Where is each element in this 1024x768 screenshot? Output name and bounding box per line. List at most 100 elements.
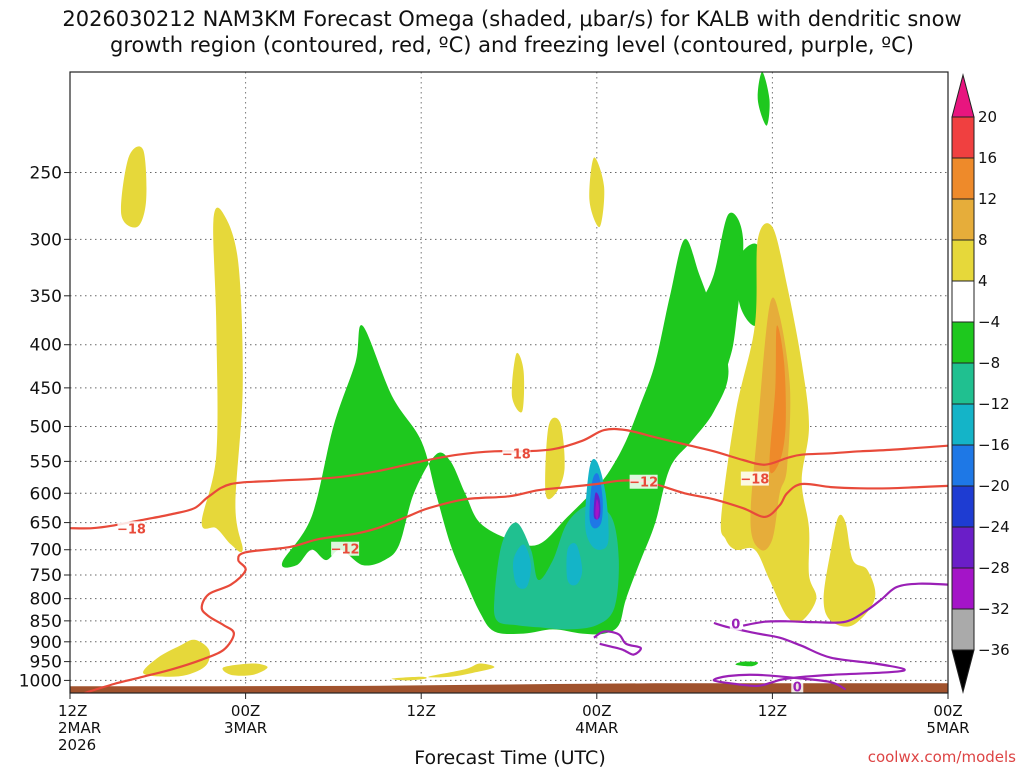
y-axis: 2503003504004505005506006507007508008509…	[19, 164, 70, 691]
omega-fill	[120, 72, 876, 681]
dgz-label-4: −12	[629, 476, 658, 491]
colorbar-label--20: −20	[978, 477, 1010, 495]
freezing-label-1-bg	[791, 679, 804, 694]
dgz-label-1-bg	[502, 446, 531, 461]
x-tick-label-60-1: 00Z	[933, 702, 962, 720]
colorbar-bin--4-to-4	[951, 280, 975, 323]
colorbar: 20 16 12 8 4 −4 −8 −12 −16 −20 −24 −28 −32 −36	[951, 73, 1010, 694]
x-axis-label: Forecast Time (UTC)	[414, 747, 605, 768]
dgz-label-3-bg	[331, 541, 360, 556]
colorbar-bin--8-to--4	[951, 321, 975, 364]
x-tick-label-48-1: 12Z	[758, 702, 787, 720]
colorbar-bin--20-to--16	[951, 444, 975, 487]
credit-text: coolwx.com/models	[868, 748, 1016, 766]
colorbar-bin--40-to--36	[951, 649, 975, 694]
x-tick-label-24-1: 12Z	[407, 702, 436, 720]
x-tick-label-60-2: 5MAR	[926, 719, 969, 737]
y-tick-label-750: 750	[30, 566, 62, 586]
x-tick-label-12-2: 3MAR	[224, 719, 267, 737]
dgz-label-0: −18	[117, 522, 146, 537]
freezing-level-contour-1	[712, 621, 906, 691]
colorbar-bin--36-to--32	[951, 608, 975, 651]
y-tick-label-650: 650	[30, 514, 62, 534]
ground-surface	[70, 683, 948, 693]
omega-region-ascent-core-7	[595, 499, 600, 520]
colorbar-label-16: 16	[978, 149, 997, 167]
y-tick-label-1000: 1000	[19, 671, 62, 691]
colorbar-label--28: −28	[978, 559, 1010, 577]
x-tick-label-0-2: 2MAR	[58, 719, 101, 737]
colorbar-label-4: 4	[978, 272, 988, 290]
omega-region-subsidence-1	[120, 146, 147, 228]
colorbar-label-12: 12	[978, 190, 997, 208]
dgz-label-2-bg	[740, 471, 769, 486]
chart-title-line2: growth region (contoured, red, ºC) and f…	[110, 33, 914, 57]
colorbar-bin--16-to--12	[951, 403, 975, 446]
y-tick-label-450: 450	[30, 379, 62, 399]
dgz-label-4-bg	[629, 474, 658, 489]
omega-region-ascent-small-top	[757, 72, 770, 126]
freezing-level-contour-0	[742, 582, 948, 627]
omega-region-ascent-upper-ribbon	[684, 212, 744, 398]
dgz-label-0-bg	[117, 521, 146, 536]
colorbar-bin-20-to-24	[951, 73, 975, 118]
dgz-label-1: −18	[502, 448, 531, 463]
y-tick-label-900: 900	[30, 633, 62, 653]
colorbar-label--16: −16	[978, 436, 1010, 454]
omega-region-subsidence-4	[222, 663, 268, 676]
y-tick-label-700: 700	[30, 541, 62, 561]
x-tick-label-36-1: 00Z	[582, 702, 611, 720]
omega-region-subsidence-2	[201, 207, 243, 553]
colorbar-bin--12-to--8	[951, 362, 975, 405]
contour-labels: −18 −18 −18 −12 −12 0 0	[117, 446, 804, 696]
colorbar-bin--32-to--28	[951, 567, 975, 610]
omega-region-subsidence-3	[143, 639, 210, 677]
chart-title-line1: 2026030212 NAM3KM Forecast Omega (shaded…	[62, 7, 961, 31]
omega-region-subsidence-7	[545, 417, 565, 500]
y-tick-label-500: 500	[30, 417, 62, 437]
colorbar-label--32: −32	[978, 600, 1010, 618]
omega-region-ascent-core-2	[513, 544, 532, 589]
x-tick-label-0-1: 12Z	[58, 702, 87, 720]
x-tick-label-36-2: 4MAR	[575, 719, 618, 737]
x-tick-label-12-1: 00Z	[231, 702, 260, 720]
freezing-label-1: 0	[793, 681, 802, 696]
y-tick-label-250: 250	[30, 164, 62, 184]
omega-region-subsidence-6	[391, 676, 427, 681]
colorbar-bin-16-to-20	[951, 116, 975, 159]
omega-region-ascent-core-3	[566, 543, 583, 586]
freezing-label-0-bg	[729, 616, 742, 631]
omega-region-ascent-main-broad	[281, 238, 729, 635]
omega-region-subsidence-9	[589, 157, 605, 228]
colorbar-label--12: −12	[978, 395, 1010, 413]
plot-frame	[69, 71, 949, 694]
colorbar-label--36: −36	[978, 641, 1010, 659]
colorbar-bin--28-to--24	[951, 526, 975, 569]
colorbar-bin-8-to-12	[951, 198, 975, 241]
ground	[70, 683, 948, 693]
freezing-level-contour-2	[593, 630, 642, 656]
x-tick-label-0-3: 2026	[58, 736, 96, 754]
dgz-contour--12-1	[84, 479, 948, 693]
omega-region-subsidence-orange-2	[769, 325, 786, 474]
y-tick-label-550: 550	[30, 452, 62, 472]
colorbar-label--24: −24	[978, 518, 1010, 536]
colorbar-bin--24-to--20	[951, 485, 975, 528]
omega-region-ascent-small-low	[735, 661, 759, 667]
colorbar-label--8: −8	[978, 354, 1000, 372]
dgz-label-2: −18	[740, 473, 769, 488]
y-tick-label-800: 800	[30, 590, 62, 610]
dgz-label-3: −12	[331, 543, 360, 558]
contours	[70, 427, 948, 693]
omega-region-subsidence-5	[428, 663, 495, 678]
y-tick-label-950: 950	[30, 653, 62, 673]
y-tick-label-850: 850	[30, 612, 62, 632]
omega-region-subsidence-11	[823, 514, 876, 627]
y-tick-label-350: 350	[30, 287, 62, 307]
y-tick-label-600: 600	[30, 484, 62, 504]
colorbar-label-8: 8	[978, 231, 988, 249]
omega-region-subsidence-8	[511, 352, 525, 413]
y-tick-label-400: 400	[30, 336, 62, 356]
colorbar-bin-4-to-8	[951, 239, 975, 282]
